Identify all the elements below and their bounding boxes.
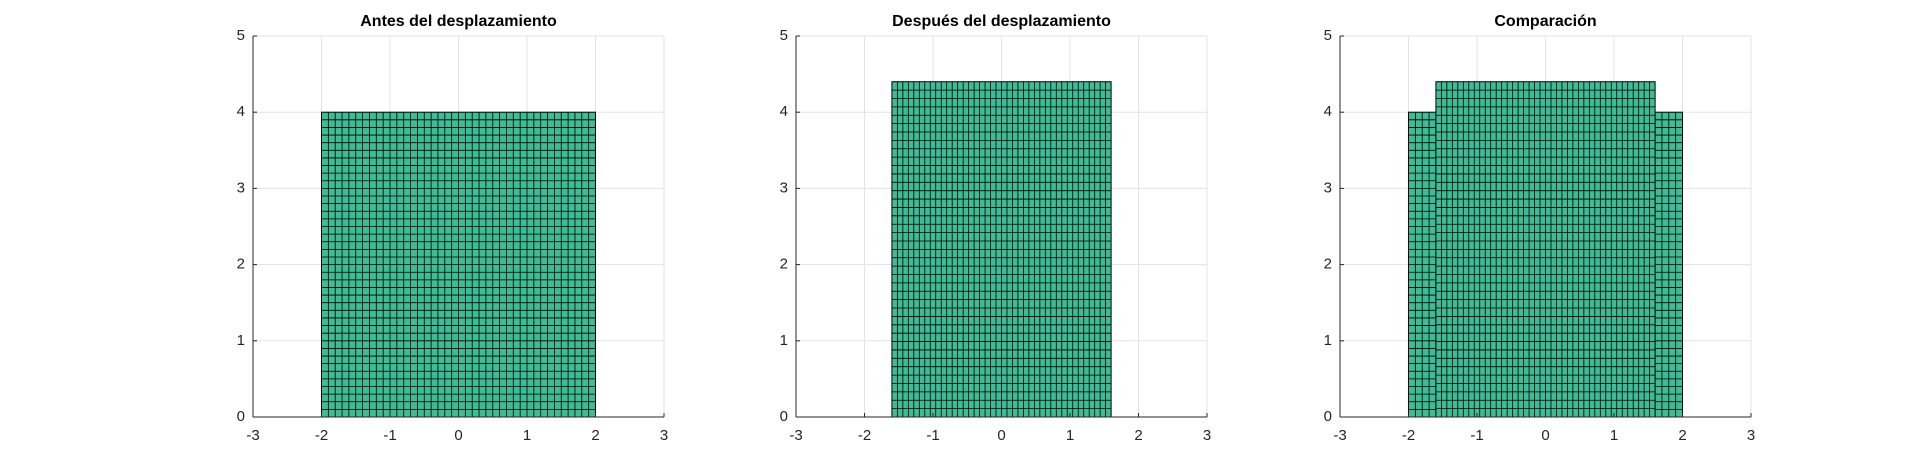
x-tick-label: -2 [858,427,871,444]
mesh [891,81,1112,418]
subplot: Antes del desplazamiento -3 -2 -1 0 1 2 3 0 1 2 3 4 5 [237,13,669,444]
y-tick-label: 1 [237,332,245,349]
mesh [1435,81,1656,418]
x-tick-label: 1 [523,427,531,444]
y-tick-label: 1 [1324,332,1332,349]
y-tick-label: 4 [1324,103,1332,120]
y-tick-label: 2 [237,256,245,273]
y-tick-label: 3 [237,179,245,196]
y-tick-label: 5 [780,27,788,44]
x-tick-label: -2 [1402,427,1415,444]
x-tick-label: -3 [789,427,802,444]
x-tick-label: 0 [454,427,462,444]
mesh [321,111,596,418]
x-tick-label: 0 [997,427,1005,444]
x-tick-label: 2 [1678,427,1686,444]
y-tick-label: 0 [237,408,245,425]
subplot: Comparación -3 -2 -1 0 1 2 3 0 1 2 3 4 5 [1324,13,1756,444]
y-tick-label: 0 [780,408,788,425]
x-tick-label: 2 [1134,427,1142,444]
x-tick-label: 1 [1066,427,1074,444]
x-tick-label: -2 [315,427,328,444]
x-tick-label: 0 [1541,427,1549,444]
y-tick-label: 5 [237,27,245,44]
y-tick-label: 4 [237,103,245,120]
x-tick-label: 1 [1610,427,1618,444]
x-tick-label: 3 [1747,427,1755,444]
y-tick-label: 4 [780,103,788,120]
y-tick-label: 3 [780,179,788,196]
x-tick-label: 3 [660,427,668,444]
subplot: Después del desplazamiento -3 -2 -1 0 1 2 3 0 1 2 3… [780,13,1212,444]
x-tick-label: -1 [383,427,396,444]
x-tick-label: 3 [1203,427,1211,444]
x-tick-label: 2 [591,427,599,444]
x-tick-label: -3 [246,427,259,444]
x-tick-label: -3 [1333,427,1346,444]
y-tick-label: 2 [1324,256,1332,273]
chart-title: Después del desplazamiento [892,13,1111,30]
y-tick-label: 2 [780,256,788,273]
y-tick-label: 5 [1324,27,1332,44]
y-tick-label: 1 [780,332,788,349]
x-tick-label: -1 [1470,427,1483,444]
chart-title: Comparación [1494,13,1596,30]
chart-title: Antes del desplazamiento [360,13,557,30]
x-tick-label: -1 [926,427,939,444]
y-tick-label: 3 [1324,179,1332,196]
y-tick-label: 0 [1324,408,1332,425]
